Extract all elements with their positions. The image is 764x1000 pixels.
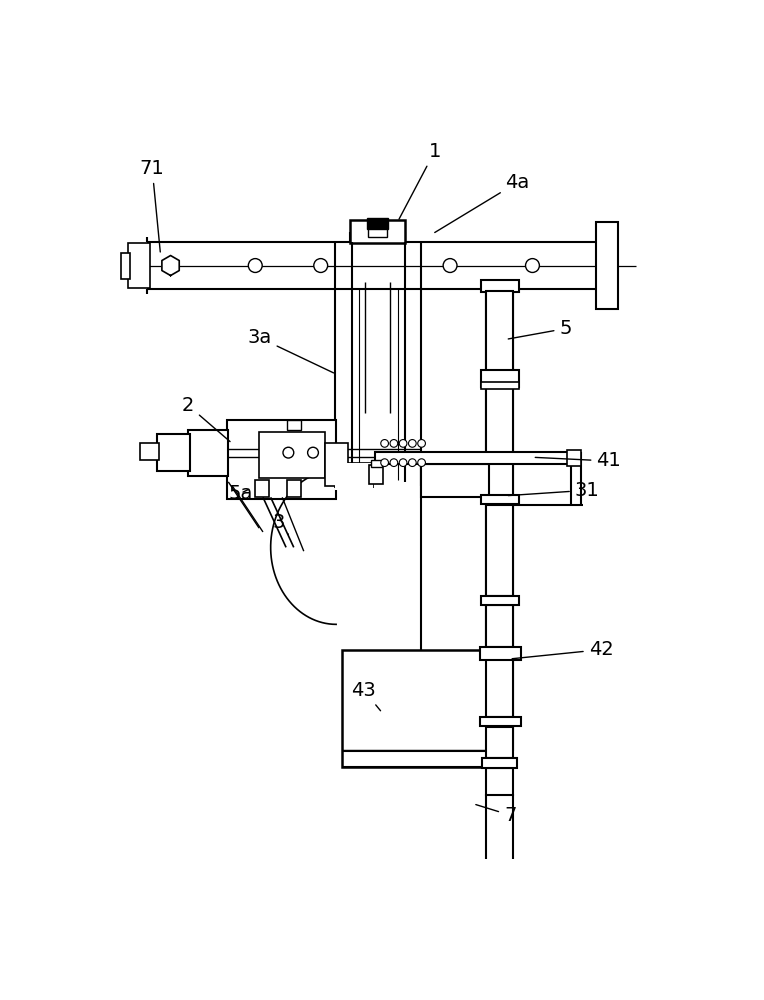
Bar	[567, 450, 581, 466]
Polygon shape	[162, 256, 180, 276]
Circle shape	[167, 262, 174, 269]
Bar	[255, 480, 269, 497]
Circle shape	[400, 459, 407, 467]
Text: 42: 42	[512, 640, 613, 659]
Bar	[259, 432, 325, 478]
Circle shape	[409, 440, 416, 447]
Bar	[286, 420, 301, 430]
Bar	[128, 243, 150, 288]
Text: 5a: 5a	[228, 484, 253, 503]
Circle shape	[409, 459, 416, 467]
Bar	[486, 605, 513, 647]
Text: 71: 71	[140, 159, 164, 252]
Bar	[486, 768, 513, 795]
Bar	[157, 434, 189, 471]
Bar	[486, 291, 513, 372]
Bar	[368, 229, 387, 237]
Bar	[481, 280, 519, 292]
Circle shape	[380, 440, 388, 447]
Text: 7: 7	[476, 805, 516, 825]
Text: 3a: 3a	[248, 328, 334, 373]
Circle shape	[308, 447, 319, 458]
Text: 43: 43	[351, 681, 380, 711]
Bar	[342, 650, 488, 767]
Circle shape	[380, 459, 388, 467]
Bar	[480, 717, 521, 726]
Bar	[227, 420, 336, 499]
Bar	[188, 430, 228, 476]
Bar	[286, 480, 301, 497]
Bar	[369, 465, 383, 484]
Circle shape	[390, 459, 398, 467]
Bar	[121, 253, 130, 279]
Bar	[371, 460, 381, 466]
Text: 41: 41	[536, 452, 621, 471]
Bar	[367, 218, 388, 229]
Bar	[421, 464, 489, 497]
Text: 3: 3	[273, 513, 288, 534]
Bar	[481, 596, 520, 605]
Circle shape	[283, 447, 294, 458]
Bar	[597, 222, 618, 309]
Circle shape	[390, 440, 398, 447]
Bar	[335, 463, 373, 490]
Text: 2: 2	[182, 396, 230, 442]
Text: 5: 5	[508, 319, 572, 339]
Circle shape	[526, 259, 539, 272]
Circle shape	[418, 459, 426, 467]
Bar	[486, 505, 513, 596]
Bar	[374, 452, 571, 464]
Circle shape	[314, 259, 328, 272]
Bar	[325, 443, 348, 486]
Text: 4a: 4a	[435, 173, 529, 233]
Circle shape	[443, 259, 457, 272]
Bar	[481, 495, 520, 504]
Circle shape	[248, 259, 262, 272]
Circle shape	[400, 440, 407, 447]
Bar	[486, 727, 513, 758]
Bar	[350, 220, 406, 243]
Bar	[486, 659, 513, 717]
Bar	[147, 242, 613, 289]
Text: 31: 31	[508, 481, 600, 500]
Bar	[481, 382, 520, 389]
Circle shape	[418, 440, 426, 447]
Bar	[480, 647, 521, 660]
Bar	[482, 758, 517, 768]
Bar	[421, 452, 486, 464]
Bar	[140, 443, 159, 460]
Bar	[481, 370, 520, 387]
Text: 1: 1	[399, 142, 441, 219]
Bar	[486, 387, 513, 497]
